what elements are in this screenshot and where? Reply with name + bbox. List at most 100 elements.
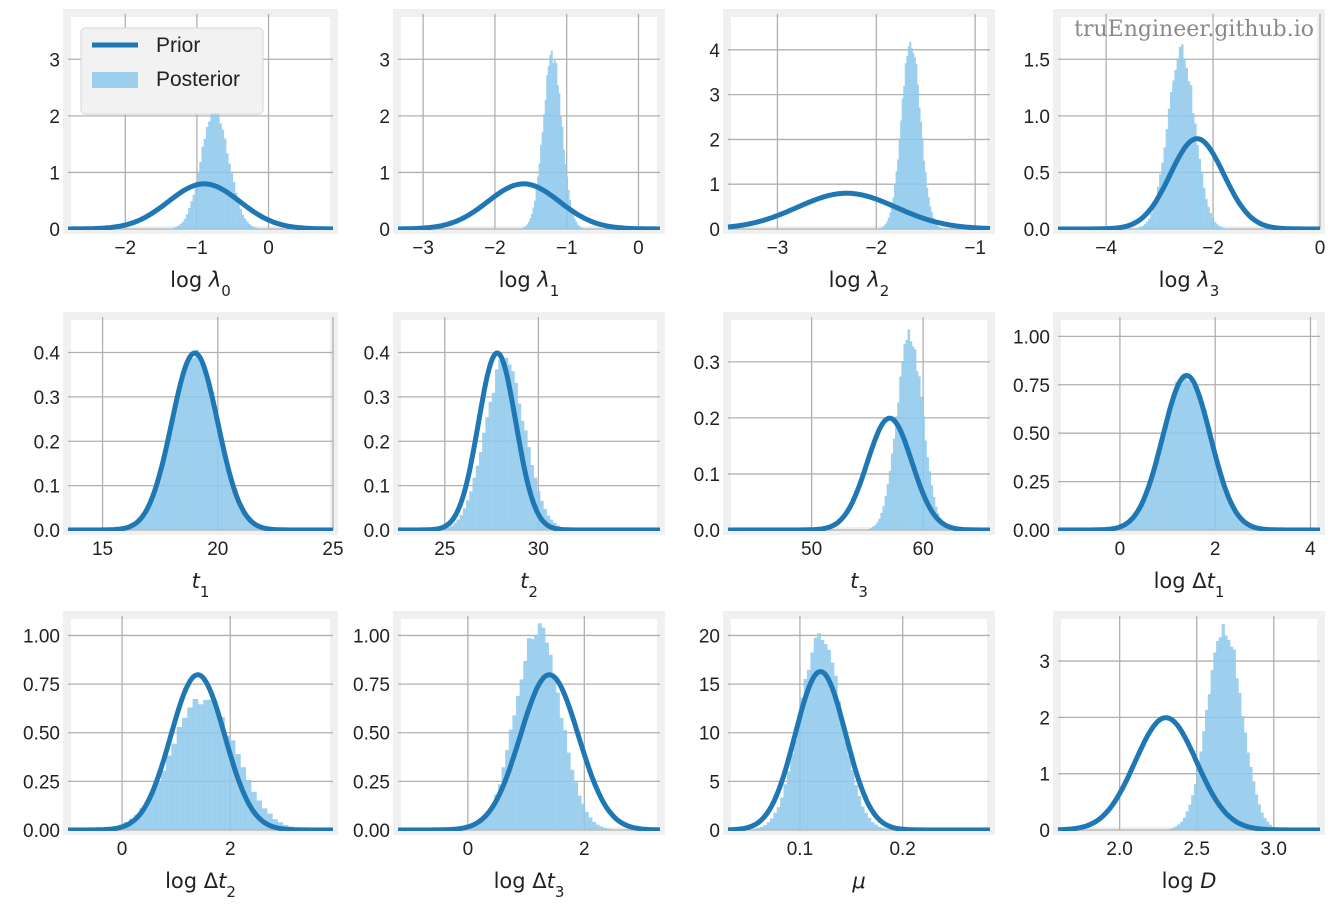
posterior-bar xyxy=(1189,85,1193,229)
posterior-bar xyxy=(940,227,943,229)
posterior-bar xyxy=(1213,458,1219,530)
posterior-bar xyxy=(266,813,273,830)
y-tick-label: 1 xyxy=(709,175,720,196)
posterior-bar xyxy=(766,822,771,830)
posterior-bar xyxy=(495,369,499,530)
posterior-bar xyxy=(606,828,611,830)
subplot-11: 0 5 10 15 20 0.1 0.2 μ xyxy=(699,611,995,893)
posterior-bar xyxy=(549,54,552,230)
posterior-bar xyxy=(1159,441,1164,530)
posterior-bar xyxy=(943,525,946,530)
plot-frame-outer xyxy=(393,312,665,535)
posterior-bar xyxy=(1237,516,1242,530)
posterior-bar xyxy=(1220,227,1223,229)
posterior-bar xyxy=(243,218,247,229)
posterior-bar xyxy=(918,376,921,530)
posterior-bar xyxy=(163,448,169,530)
posterior-bar xyxy=(170,228,173,229)
posterior-bar xyxy=(175,398,180,530)
posterior-bar xyxy=(241,214,245,229)
posterior-bar xyxy=(793,740,798,830)
posterior-bar xyxy=(610,829,615,830)
posterior-bar xyxy=(924,172,927,229)
posterior-bar xyxy=(261,808,268,830)
prior-curve xyxy=(1056,136,1322,232)
posterior-bar xyxy=(205,126,209,229)
posterior-bar xyxy=(892,197,895,229)
posterior-bar xyxy=(924,440,927,530)
posterior-bar xyxy=(920,396,923,530)
posterior-bar xyxy=(920,121,923,229)
posterior-bar xyxy=(1266,821,1270,830)
posterior-bar xyxy=(524,226,527,229)
posterior-bar xyxy=(1241,520,1246,530)
posterior-bar xyxy=(217,430,223,530)
posterior-bar xyxy=(907,46,910,230)
posterior-bar xyxy=(1224,635,1228,830)
posterior-bar xyxy=(534,200,536,229)
posterior-bar xyxy=(148,500,153,530)
posterior-bar xyxy=(575,221,578,229)
posterior-bar xyxy=(181,717,188,830)
posterior-bar xyxy=(913,349,917,530)
posterior-bar xyxy=(174,227,178,229)
legend-prior-label: Prior xyxy=(156,34,200,57)
posterior-bar xyxy=(921,138,924,229)
posterior-bar xyxy=(1185,811,1189,830)
posterior-bar xyxy=(456,519,461,530)
y-tick-label: 0.25 xyxy=(23,772,60,793)
posterior-bar xyxy=(573,218,576,229)
posterior-bar xyxy=(1174,381,1180,530)
y-tick-label: 3 xyxy=(1039,652,1050,673)
x-tick-label: 0 xyxy=(117,839,128,860)
posterior-bar xyxy=(1210,443,1215,530)
posterior-bar xyxy=(555,63,558,229)
posterior-bar xyxy=(201,146,205,229)
posterior-bar xyxy=(187,356,192,530)
posterior-bar xyxy=(534,635,539,830)
posterior-bar xyxy=(501,767,506,830)
posterior-bar xyxy=(912,53,915,230)
y-tick-label: 2 xyxy=(379,107,390,128)
x-tick-label: −2 xyxy=(484,238,506,259)
posterior-bar xyxy=(933,221,936,229)
posterior-bar xyxy=(566,176,568,229)
subplot-4: 0.0 0.5 1.0 1.5 −4 −2 0 log λ3 xyxy=(1024,9,1325,300)
posterior-bar xyxy=(1167,108,1171,229)
posterior-bar xyxy=(511,371,515,530)
posterior-bar xyxy=(1180,44,1184,229)
posterior-bar xyxy=(578,226,581,229)
posterior-bar xyxy=(224,735,231,830)
posterior-bar xyxy=(810,652,815,830)
posterior-bar xyxy=(198,362,203,530)
x-tick-label: 0 xyxy=(263,238,274,259)
posterior-bar xyxy=(544,642,549,830)
posterior-bar xyxy=(190,201,193,229)
posterior-bar xyxy=(1182,373,1188,530)
posterior-bar xyxy=(917,84,919,230)
subplot-6: 0.0 0.1 0.2 0.3 0.4 25 30 t2 xyxy=(364,312,665,601)
posterior-bar xyxy=(860,806,865,830)
plot-frame-outer xyxy=(1053,611,1325,835)
y-tick-label: 0.1 xyxy=(694,465,720,486)
posterior-bar xyxy=(871,526,875,530)
posterior-bar xyxy=(1202,187,1206,229)
posterior-bar xyxy=(537,623,542,830)
posterior-bar xyxy=(237,202,240,229)
posterior-bar xyxy=(803,679,808,830)
y-tick-label: 0.50 xyxy=(23,724,60,745)
posterior-bar xyxy=(884,224,887,229)
posterior-bar xyxy=(221,129,225,229)
y-tick-label: 2 xyxy=(709,130,720,151)
x-axis-label: log Δt3 xyxy=(494,869,565,901)
legend: Prior Posterior xyxy=(80,27,264,115)
prior-curve xyxy=(66,181,335,232)
posterior-bar xyxy=(210,111,213,229)
plot-frame xyxy=(1055,613,1323,833)
plot-frame-outer xyxy=(1053,9,1325,234)
posterior-bar xyxy=(538,163,541,229)
posterior-bar xyxy=(208,121,211,229)
posterior-bar xyxy=(1167,408,1172,530)
posterior-bar xyxy=(897,402,900,530)
posterior-bar xyxy=(483,817,488,830)
